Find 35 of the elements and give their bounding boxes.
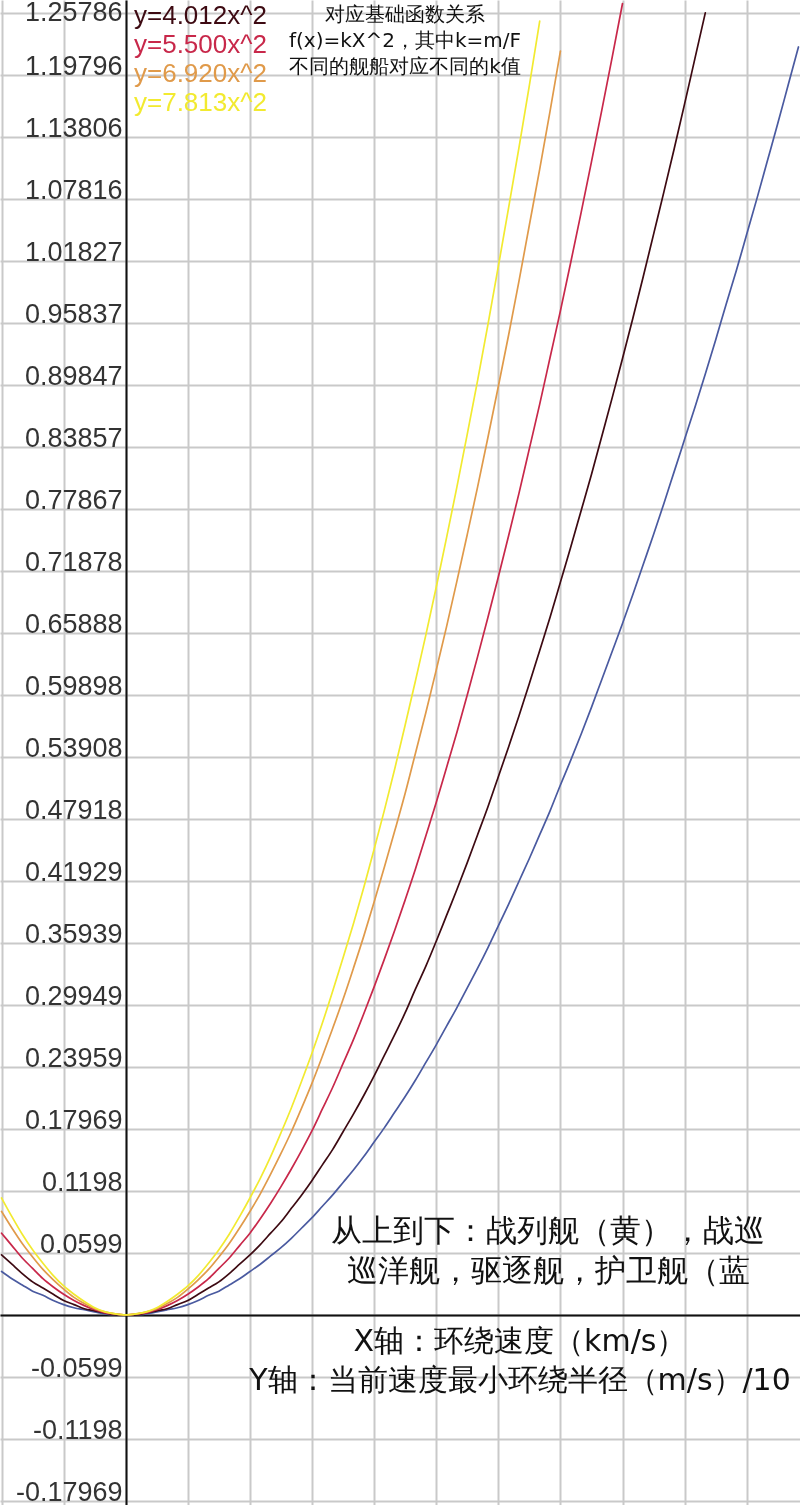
- y-tick-label: -0.1198: [32, 1415, 123, 1446]
- y-tick-label: 0.71878: [24, 547, 123, 578]
- y-tick-label: 0.29949: [24, 981, 123, 1012]
- y-tick-label: 1.07816: [24, 175, 123, 206]
- y-tick-label: 1.13806: [24, 113, 123, 144]
- annotation: 不同的舰船对应不同的k值: [289, 54, 521, 78]
- text: y=4.012x^2: [134, 0, 267, 30]
- y-tick-label: 0.53908: [24, 733, 123, 764]
- annotation: 巡洋舰，驱逐舰，护卫舰（蓝: [346, 1252, 750, 1288]
- y-tick-label: 1.25786: [24, 0, 123, 28]
- y-tick-label: 0.23959: [24, 1043, 123, 1074]
- y-tick-label: 0.17969: [24, 1105, 123, 1136]
- annotation: f(x)=kX^2，其中k=m/F: [288, 28, 522, 52]
- y-tick-label: 1.01827: [24, 237, 123, 268]
- annotation: 从上到下：战列舰（黄），战巡: [331, 1212, 765, 1248]
- annotation: 对应基础函数关系: [325, 2, 485, 26]
- text: y=5.500x^2: [134, 29, 267, 59]
- y-tick-label: -0.0599: [30, 1353, 123, 1384]
- y-tick-label: -0.17969: [15, 1477, 123, 1505]
- y-tick-label: 0.35939: [24, 919, 123, 950]
- y-tick-label: 0.65888: [24, 609, 123, 640]
- y-tick-label: 0.83857: [24, 423, 123, 454]
- x-axis-title: X轴：环绕速度（km/s）: [353, 1323, 687, 1358]
- y-tick-label: 0.95837: [24, 299, 123, 330]
- text: y=6.920x^2: [134, 58, 267, 88]
- y-tick-label: 0.1198: [41, 1167, 123, 1198]
- text: y=7.813x^2: [134, 87, 267, 117]
- y-tick-label: 0.59898: [24, 671, 123, 702]
- y-axis-title: Y轴：当前速度最小环绕半径（m/s）/10: [248, 1362, 791, 1397]
- y-tick-label: 0.77867: [24, 485, 123, 516]
- y-tick-label: 0.0599: [39, 1229, 123, 1260]
- y-tick-label: 1.19796: [24, 51, 123, 82]
- y-tick-label: 0.89847: [24, 361, 123, 392]
- y-tick-label: 0.41929: [24, 857, 123, 888]
- y-tick-label: 0.47918: [24, 795, 123, 826]
